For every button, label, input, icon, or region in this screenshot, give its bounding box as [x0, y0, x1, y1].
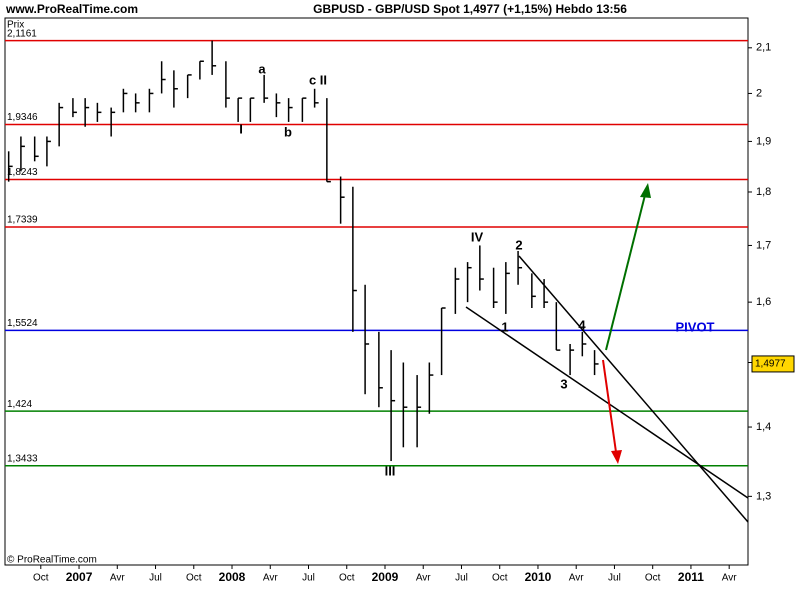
y-tick-label: 1,9	[756, 135, 771, 147]
y-tick-label: 1,7	[756, 239, 771, 251]
x-tick-label: Jul	[455, 573, 468, 584]
wave-label: III	[385, 463, 396, 478]
last-price-box	[751, 355, 795, 373]
x-tick-label: Avr	[263, 573, 278, 584]
plot-frame	[4, 17, 749, 566]
arrow-down	[602, 359, 617, 453]
arrow-head	[611, 450, 622, 464]
y-tick-label: 1,4	[756, 421, 771, 433]
wave-label: 1	[501, 319, 508, 334]
wave-label: c II	[309, 72, 327, 87]
y-tick-label: 1,3	[756, 490, 771, 502]
arrow-head	[640, 183, 651, 198]
x-tick-label: Oct	[645, 573, 661, 584]
y-tick-label: 1,6	[756, 296, 771, 308]
level-label: 1,424	[7, 399, 32, 410]
wave-label: b	[284, 124, 292, 139]
level-label: 1,7339	[7, 215, 38, 226]
x-tick-label: 2010	[525, 570, 552, 584]
x-tick-label: Oct	[33, 573, 49, 584]
wave-label: 3	[560, 376, 567, 391]
x-tick-label: Avr	[569, 573, 584, 584]
arrow-up	[605, 194, 646, 351]
x-tick-label: Jul	[149, 573, 162, 584]
x-tick-label: Avr	[110, 573, 125, 584]
footer: © ProRealTime.com	[7, 555, 97, 566]
site: www.ProRealTime.com	[5, 2, 138, 16]
x-tick-label: 2009	[372, 570, 399, 584]
level-label: 2,1161	[7, 28, 37, 39]
last-price-label: 1,4977	[755, 359, 786, 370]
x-tick-label: Oct	[492, 573, 508, 584]
wave-label: 2	[515, 237, 522, 252]
y-tick-label: 2	[756, 87, 762, 99]
x-tick-label: Jul	[302, 573, 315, 584]
x-tick-label: 2008	[219, 570, 246, 584]
trend-line	[465, 306, 749, 499]
x-tick-label: Jul	[608, 573, 621, 584]
wave-label: a	[258, 61, 266, 76]
wave-label: 4	[578, 317, 586, 332]
wave-label: I	[239, 121, 243, 136]
chart-title: GBPUSD - GBP/USD Spot 1,4977 (+1,15%) He…	[313, 2, 627, 16]
y-tick-label: 2,1	[756, 42, 771, 54]
x-tick-label: Oct	[339, 573, 355, 584]
level-label: 1,9346	[7, 112, 38, 123]
y-tick-label: 1,8	[756, 186, 771, 198]
x-tick-label: Oct	[186, 573, 202, 584]
pivot-label: PIVOT	[675, 319, 714, 334]
wave-label: IV	[471, 229, 484, 244]
level-label: 1,3433	[7, 453, 38, 464]
y-label: Prix	[7, 20, 24, 31]
x-tick-label: Avr	[416, 573, 431, 584]
x-tick-label: 2007	[66, 570, 93, 584]
trend-line	[518, 255, 749, 523]
level-label: 1,8243	[7, 167, 38, 178]
x-tick-label: 2011	[678, 570, 704, 584]
level-label: 1,5524	[7, 318, 38, 329]
x-tick-label: Avr	[722, 573, 737, 584]
